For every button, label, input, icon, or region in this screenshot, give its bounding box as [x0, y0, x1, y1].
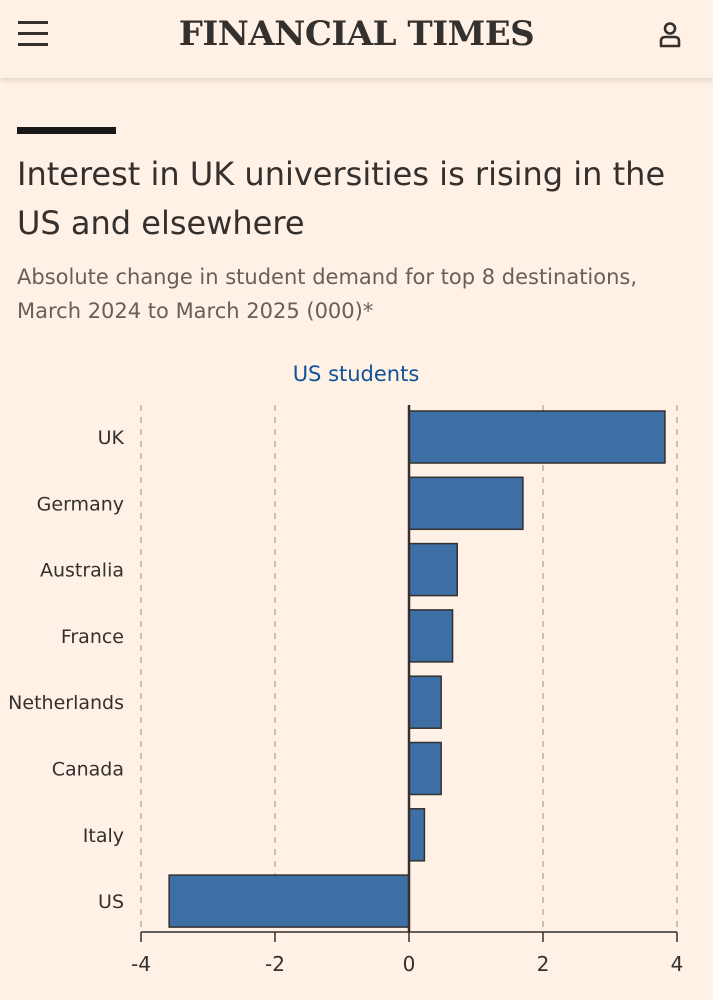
- category-label: Germany: [37, 493, 124, 515]
- bar-france: [408, 609, 454, 663]
- gridlines: [140, 405, 678, 932]
- bar-australia: [408, 542, 458, 597]
- x-axis: -4 -2 0 2 4: [131, 405, 683, 976]
- headline-accent-bar: [17, 127, 116, 134]
- x-tick-label: 0: [403, 952, 416, 976]
- bar-italy: [408, 808, 426, 862]
- category-label: Canada: [52, 759, 124, 781]
- x-tick-label: -2: [265, 952, 285, 976]
- x-tick-label: 2: [537, 952, 550, 976]
- x-tick-label: 4: [671, 952, 684, 976]
- chart-title: Interest in UK universities is rising in…: [17, 155, 666, 242]
- hamburger-menu-icon[interactable]: [18, 21, 48, 47]
- category-label: Italy: [83, 825, 124, 847]
- chart-subtitle: Absolute change in student demand for to…: [17, 265, 638, 323]
- bar-germany: [408, 476, 524, 531]
- panel-title: US students: [293, 362, 420, 386]
- bar-chart: US students UK Germany Australia France Neth…: [8, 362, 683, 976]
- category-label: Netherlands: [8, 692, 124, 714]
- category-labels: UK Germany Australia France Netherlands Canad…: [8, 427, 124, 913]
- top-navigation-bar: FINANCIAL TIMES: [0, 0, 713, 78]
- financial-times-logo[interactable]: FINANCIAL TIMES: [178, 14, 535, 54]
- bar-netherlands: [408, 675, 442, 729]
- category-label: US: [98, 891, 124, 913]
- bar-canada: [408, 741, 442, 796]
- category-label: Australia: [40, 560, 124, 582]
- category-label: France: [61, 626, 124, 648]
- bars: [168, 410, 666, 928]
- bar-uk: [408, 410, 666, 464]
- user-account-icon[interactable]: [657, 20, 683, 50]
- category-label: UK: [98, 427, 125, 449]
- bar-us: [168, 874, 410, 928]
- x-tick-label: -4: [131, 952, 151, 976]
